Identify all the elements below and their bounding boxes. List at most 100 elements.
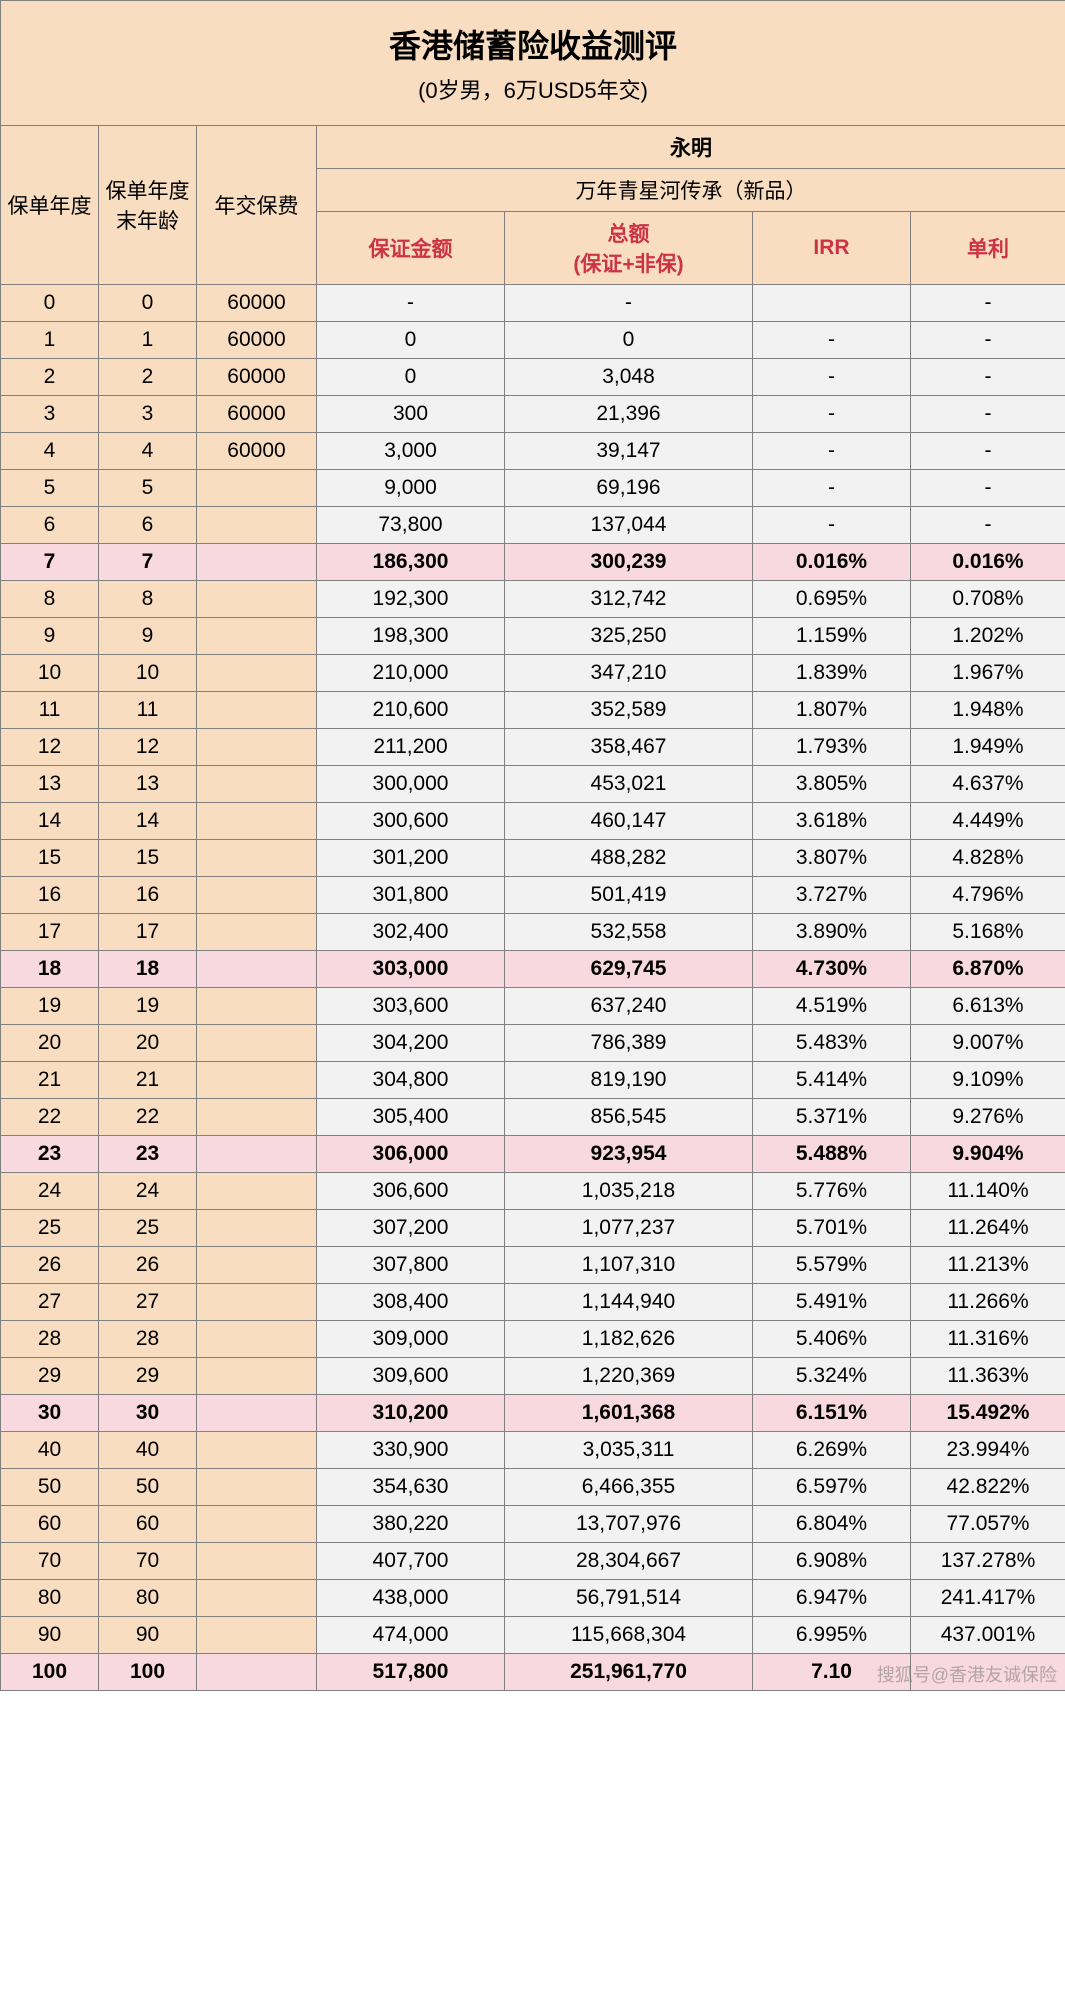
cell-irr: -: [753, 359, 911, 396]
cell-end-age: 18: [99, 951, 197, 988]
watermark: 搜狐号@香港友诚保险: [877, 1661, 1057, 1687]
cell-policy-year: 25: [1, 1210, 99, 1247]
cell-total: 358,467: [505, 729, 753, 766]
cell-guaranteed: 303,600: [317, 988, 505, 1025]
cell-guaranteed: 309,000: [317, 1321, 505, 1358]
cell-end-age: 9: [99, 618, 197, 655]
cell-end-age: 28: [99, 1321, 197, 1358]
cell-irr: 6.995%: [753, 1617, 911, 1654]
cell-guaranteed: 354,630: [317, 1469, 505, 1506]
table-row: 559,00069,196--: [1, 470, 1065, 507]
cell-irr: [753, 285, 911, 322]
cell-policy-year: 7: [1, 544, 99, 581]
cell-premium: [197, 581, 317, 618]
cell-end-age: 25: [99, 1210, 197, 1247]
cell-policy-year: 1: [1, 322, 99, 359]
cell-policy-year: 21: [1, 1062, 99, 1099]
table-row: 77186,300300,2390.016%0.016%: [1, 544, 1065, 581]
cell-total: 1,144,940: [505, 1284, 753, 1321]
cell-guaranteed: 310,200: [317, 1395, 505, 1432]
header-guaranteed: 保证金额: [317, 212, 505, 285]
cell-irr: 5.701%: [753, 1210, 911, 1247]
table-row: 2222305,400856,5455.371%9.276%: [1, 1099, 1065, 1136]
cell-simple: 6.613%: [911, 988, 1065, 1025]
cell-total: 56,791,514: [505, 1580, 753, 1617]
cell-policy-year: 16: [1, 877, 99, 914]
cell-guaranteed: 305,400: [317, 1099, 505, 1136]
cell-end-age: 11: [99, 692, 197, 729]
header-simple: 单利: [911, 212, 1065, 285]
cell-simple: -: [911, 433, 1065, 470]
table-row: 1919303,600637,2404.519%6.613%: [1, 988, 1065, 1025]
table-title: 香港储蓄险收益测评: [3, 7, 1063, 71]
cell-simple: 11.140%: [911, 1173, 1065, 1210]
cell-simple: 11.213%: [911, 1247, 1065, 1284]
cell-premium: 60000: [197, 285, 317, 322]
cell-policy-year: 90: [1, 1617, 99, 1654]
cell-total: 13,707,976: [505, 1506, 753, 1543]
cell-end-age: 19: [99, 988, 197, 1025]
cell-irr: -: [753, 433, 911, 470]
cell-total: 1,182,626: [505, 1321, 753, 1358]
cell-guaranteed: 309,600: [317, 1358, 505, 1395]
cell-guaranteed: -: [317, 285, 505, 322]
cell-policy-year: 9: [1, 618, 99, 655]
cell-simple: 9.904%: [911, 1136, 1065, 1173]
cell-guaranteed: 73,800: [317, 507, 505, 544]
cell-simple: 77.057%: [911, 1506, 1065, 1543]
cell-end-age: 100: [99, 1654, 197, 1691]
cell-guaranteed: 210,600: [317, 692, 505, 729]
cell-guaranteed: 307,800: [317, 1247, 505, 1284]
cell-total: 923,954: [505, 1136, 753, 1173]
table-row: 7070407,70028,304,6676.908%137.278%: [1, 1543, 1065, 1580]
table-row: 1616301,800501,4193.727%4.796%: [1, 877, 1065, 914]
cell-premium: [197, 840, 317, 877]
savings-insurance-table: 香港储蓄险收益测评 (0岁男，6万USD5年交) 保单年度 保单年度末年龄 年交…: [0, 0, 1065, 1691]
cell-premium: [197, 655, 317, 692]
cell-policy-year: 26: [1, 1247, 99, 1284]
cell-irr: 5.414%: [753, 1062, 911, 1099]
cell-policy-year: 30: [1, 1395, 99, 1432]
cell-end-age: 6: [99, 507, 197, 544]
cell-policy-year: 11: [1, 692, 99, 729]
cell-irr: 4.730%: [753, 951, 911, 988]
cell-total: 488,282: [505, 840, 753, 877]
cell-guaranteed: 9,000: [317, 470, 505, 507]
cell-total: 856,545: [505, 1099, 753, 1136]
table-row: 336000030021,396--: [1, 396, 1065, 433]
cell-irr: 3.618%: [753, 803, 911, 840]
cell-irr: 3.890%: [753, 914, 911, 951]
table-row: 1010210,000347,2101.839%1.967%: [1, 655, 1065, 692]
cell-guaranteed: 301,800: [317, 877, 505, 914]
cell-policy-year: 18: [1, 951, 99, 988]
cell-policy-year: 10: [1, 655, 99, 692]
cell-premium: [197, 1506, 317, 1543]
cell-irr: 5.483%: [753, 1025, 911, 1062]
cell-policy-year: 23: [1, 1136, 99, 1173]
cell-irr: 3.807%: [753, 840, 911, 877]
cell-simple: 0.708%: [911, 581, 1065, 618]
cell-premium: [197, 951, 317, 988]
cell-premium: [197, 1469, 317, 1506]
table-row: 3030310,2001,601,3686.151%15.492%: [1, 1395, 1065, 1432]
cell-premium: [197, 1099, 317, 1136]
cell-simple: 23.994%: [911, 1432, 1065, 1469]
table-row: 2323306,000923,9545.488%9.904%: [1, 1136, 1065, 1173]
cell-total: 1,107,310: [505, 1247, 753, 1284]
cell-premium: [197, 507, 317, 544]
cell-premium: [197, 470, 317, 507]
cell-irr: 6.269%: [753, 1432, 911, 1469]
cell-end-age: 24: [99, 1173, 197, 1210]
cell-simple: -: [911, 322, 1065, 359]
table-body: 0060000---116000000--226000003,048--3360…: [1, 285, 1065, 1691]
cell-end-age: 8: [99, 581, 197, 618]
cell-total: 1,601,368: [505, 1395, 753, 1432]
cell-irr: 6.947%: [753, 1580, 911, 1617]
cell-total: 251,961,770: [505, 1654, 753, 1691]
cell-end-age: 0: [99, 285, 197, 322]
cell-irr: -: [753, 396, 911, 433]
cell-total: 115,668,304: [505, 1617, 753, 1654]
table-row: 44600003,00039,147--: [1, 433, 1065, 470]
cell-total: 3,048: [505, 359, 753, 396]
cell-simple: 1.949%: [911, 729, 1065, 766]
